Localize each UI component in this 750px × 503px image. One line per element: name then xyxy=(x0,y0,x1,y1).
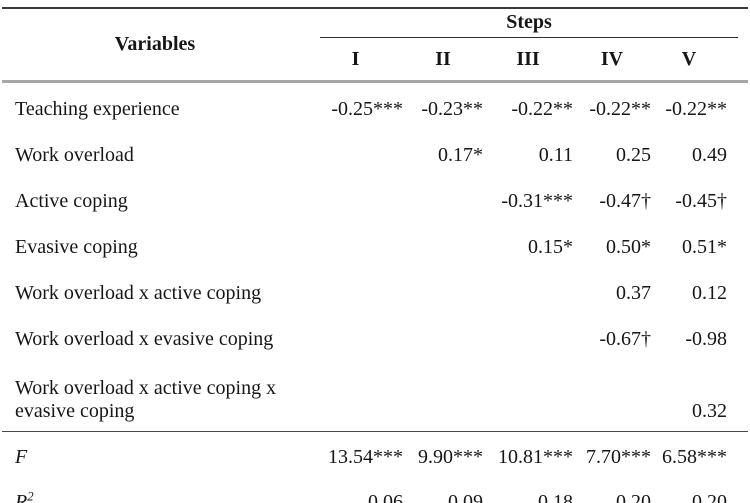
r-squared-exponent: 2 xyxy=(27,489,34,503)
table-cell xyxy=(573,359,651,432)
table-cell xyxy=(308,359,403,432)
table-cell: -0.47† xyxy=(599,190,651,212)
table-cell: 0.32 xyxy=(692,400,727,422)
table-cell xyxy=(483,359,573,432)
table-row: Work overload x evasive coping -0.67† -0… xyxy=(2,313,748,359)
f-statistic-label: F xyxy=(15,446,28,468)
table-cell: 0.12 xyxy=(692,282,727,304)
table-cell xyxy=(483,313,573,359)
row-label: Active coping xyxy=(15,190,128,212)
table-cell xyxy=(308,221,403,267)
table-cell xyxy=(403,175,483,221)
table-cell: 6.58*** xyxy=(651,431,748,477)
table-cell: -0.25*** xyxy=(331,98,403,120)
table-cell xyxy=(403,359,483,432)
table-cell: 0.25 xyxy=(616,144,651,166)
table-cell: 0.17* xyxy=(438,144,483,166)
row-label: Work overload xyxy=(15,144,134,166)
table-cell: -0.23** xyxy=(421,98,483,120)
table-cell: -0.22** xyxy=(665,98,727,120)
table-row: Active coping -0.31*** -0.47† -0.45† xyxy=(2,175,748,221)
row-label: Work overload x active coping x evasive … xyxy=(15,377,277,422)
header-row-spanner: Variables Steps xyxy=(2,8,748,83)
table-cell: 10.81*** xyxy=(483,431,573,477)
table-cell: 9.90*** xyxy=(403,431,483,477)
steps-spanner-label: Steps xyxy=(320,9,738,38)
table-cell: -0.31*** xyxy=(501,190,573,212)
step-header-5: V xyxy=(651,38,748,83)
table-cell: 13.54*** xyxy=(308,431,403,477)
table-cell xyxy=(403,221,483,267)
table-cell: 0.51* xyxy=(682,236,727,258)
table-cell: -0.22** xyxy=(511,98,573,120)
steps-spanner-header: Steps xyxy=(308,8,748,38)
table-cell: 0.11 xyxy=(538,144,573,166)
table-cell: 0.09 xyxy=(448,491,483,503)
model-statistics-rows: F 13.54*** 9.90*** 10.81*** 7.70*** 6.58… xyxy=(2,431,748,503)
table-cell xyxy=(403,313,483,359)
table-row-f-statistic: F 13.54*** 9.90*** 10.81*** 7.70*** 6.58… xyxy=(2,431,748,477)
table-row: Teaching experience -0.25*** -0.23** -0.… xyxy=(2,82,748,130)
table-cell: -0.98 xyxy=(685,328,727,350)
table-cell: 0.18 xyxy=(538,491,573,503)
table-cell: 0.49 xyxy=(692,144,727,166)
r-squared-label: R xyxy=(15,491,28,503)
table-cell: -0.22** xyxy=(589,98,651,120)
regression-table: Variables Steps I II III IV V Teaching e… xyxy=(2,7,748,503)
table-cell xyxy=(308,267,403,313)
table-cell: 0.15* xyxy=(528,236,573,258)
table-cell xyxy=(403,267,483,313)
table-cell: 7.70*** xyxy=(573,431,651,477)
table-row-r-squared: R2 0.06 0.09 0.18 0.20 0.20 xyxy=(2,477,748,503)
table-cell: 0.20 xyxy=(616,491,651,503)
row-label: Work overload x active coping xyxy=(15,282,262,304)
table-cell: 0.50* xyxy=(606,236,651,258)
step-header-1: I xyxy=(308,38,403,83)
variables-column-header: Variables xyxy=(2,8,308,83)
table-cell: 0.37 xyxy=(616,282,651,304)
table-row: Work overload x active coping 0.37 0.12 xyxy=(2,267,748,313)
step-header-3: III xyxy=(483,38,573,83)
row-label: R2 xyxy=(2,477,308,503)
row-label: Evasive coping xyxy=(15,236,138,258)
step-header-2: II xyxy=(403,38,483,83)
row-label: F xyxy=(2,431,308,477)
header-row-steps: I II III IV V xyxy=(2,38,748,83)
table-cell xyxy=(483,267,573,313)
table-header: Variables Steps I II III IV V xyxy=(2,8,748,83)
table-cell xyxy=(308,129,403,175)
table-cell xyxy=(308,175,403,221)
table-row: Evasive coping 0.15* 0.50* 0.51* xyxy=(2,221,748,267)
table-cell: 0.06 xyxy=(368,491,403,503)
predictor-rows: Teaching experience -0.25*** -0.23** -0.… xyxy=(2,82,748,432)
table-row: Work overload 0.17* 0.11 0.25 0.49 xyxy=(2,129,748,175)
table-cell: 0.20 xyxy=(692,491,727,503)
table-cell xyxy=(308,313,403,359)
table-cell: -0.45† xyxy=(675,190,727,212)
table-row: Work overload x active coping x evasive … xyxy=(2,359,748,432)
table-cell: -0.67† xyxy=(599,328,651,350)
step-header-4: IV xyxy=(573,38,651,83)
row-label: Work overload x evasive coping xyxy=(15,328,274,350)
row-label: Teaching experience xyxy=(15,98,180,120)
